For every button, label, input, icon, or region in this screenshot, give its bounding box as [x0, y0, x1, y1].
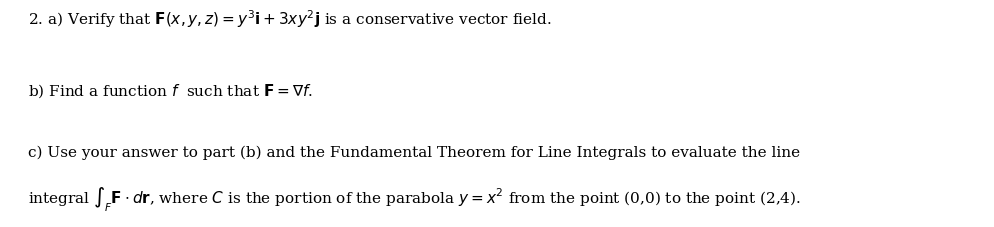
Text: c) Use your answer to part (b) and the Fundamental Theorem for Line Integrals to: c) Use your answer to part (b) and the F…	[28, 145, 799, 159]
Text: integral $\int_{F} \mathbf{F} \cdot d\mathbf{r}$, where $C$ is the portion of th: integral $\int_{F} \mathbf{F} \cdot d\ma…	[28, 185, 800, 213]
Text: 2. a) Verify that $\mathbf{F}(x, y, z) = y^3\mathbf{i} + 3xy^2\mathbf{j}$ is a c: 2. a) Verify that $\mathbf{F}(x, y, z) =…	[28, 8, 551, 30]
Text: b) Find a function $f$  such that $\mathbf{F} = \nabla f$.: b) Find a function $f$ such that $\mathb…	[28, 82, 313, 100]
